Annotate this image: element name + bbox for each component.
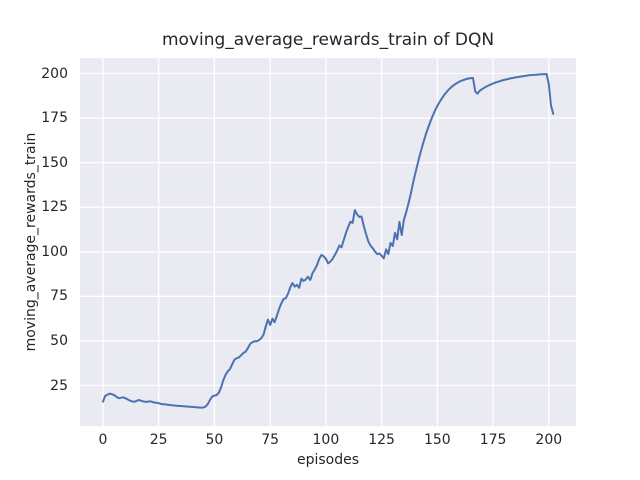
y-tick-label: 150 <box>41 154 68 171</box>
x-tick-label: 25 <box>149 432 168 448</box>
x-tick-label: 0 <box>98 432 108 448</box>
y-tick-label: 75 <box>50 288 68 305</box>
x-tick-label: 200 <box>535 432 563 448</box>
y-tick-label: 25 <box>50 377 68 394</box>
y-tick-label: 175 <box>41 110 68 127</box>
x-tick-label: 175 <box>479 432 507 448</box>
x-tick-label: 100 <box>312 432 340 448</box>
x-tick-label: 75 <box>261 432 280 448</box>
y-tick-label: 125 <box>41 199 68 216</box>
y-tick-label: 100 <box>41 243 68 260</box>
reward-line-series <box>102 73 555 409</box>
y-tick-label: 200 <box>41 65 68 82</box>
y-tick-label: 50 <box>50 332 68 349</box>
plot-background <box>80 58 576 426</box>
chart-title: moving_average_rewards_train of DQN <box>161 30 495 50</box>
x-tick-label: 125 <box>368 432 395 448</box>
x-axis-label: episodes <box>296 452 360 468</box>
x-tick-label: 50 <box>205 432 224 448</box>
x-tick-label: 150 <box>423 432 451 448</box>
